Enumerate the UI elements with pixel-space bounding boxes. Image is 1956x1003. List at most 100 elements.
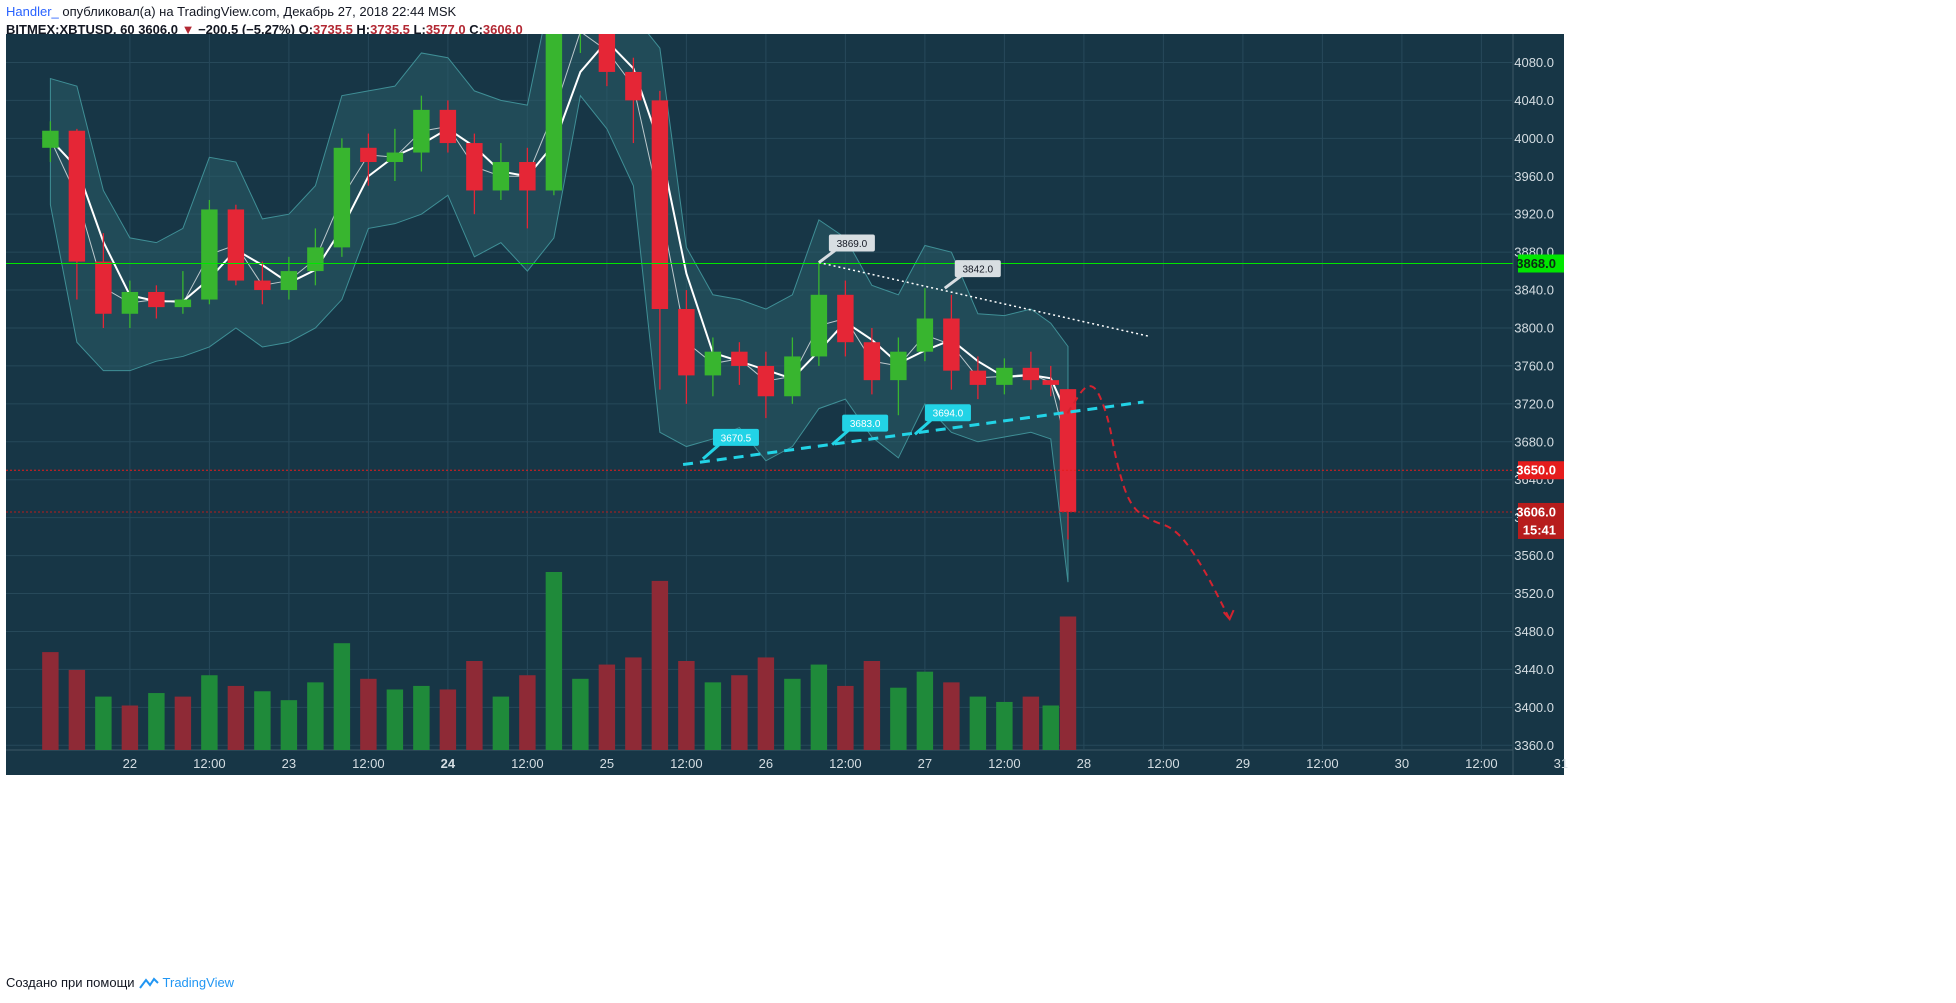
callout-label: 3694.0 [933,409,964,420]
low-value: 3577.0 [425,22,466,37]
price-change: −200.5 (−5.27%) [198,22,295,37]
price-axis-label: 3480.0 [1514,624,1554,639]
moving-average-line [49,39,1069,417]
volume-bar [757,657,775,750]
candle-body [174,299,192,308]
volume-bar [227,685,245,750]
volume-bar [280,700,298,750]
candle-body [466,143,483,191]
last-price: 3606.0 [138,22,178,37]
candle-body [969,370,987,385]
volume-bar [95,696,112,750]
price-axis-background [1513,34,1564,775]
callout-pointer [913,419,932,436]
price-axis-label: 3400.0 [1514,700,1554,715]
published-text: опубликовал(а) на TradingView.com, Декаб… [62,4,457,19]
volume-bar [784,678,801,750]
projection-path [1066,385,1231,620]
close-label: C: [469,22,483,37]
volume-bar [996,701,1013,750]
candle-body [492,162,510,191]
callout-box [712,428,759,446]
callout-box [924,404,971,422]
candle-body [95,261,112,314]
candle-body [1042,380,1059,385]
time-axis-label: 12:00 [352,756,385,771]
candle-body [360,147,377,163]
callout-label: 3670.5 [721,433,752,444]
price-axis-label: 3720.0 [1514,396,1554,411]
volume-bar [969,696,987,750]
candle-body [413,109,430,153]
author-link[interactable]: Handler_ [6,4,59,19]
price-axis-label: 4080.0 [1514,55,1554,70]
low-label: L: [413,22,426,37]
support-trend-line [682,400,1144,467]
callout-label: 3869.0 [837,239,868,250]
time-axis-label: 26 [759,756,773,771]
candle-body [545,34,563,191]
time-axis-label: 27 [918,756,932,771]
callout-pointer [701,443,720,460]
candle-body [625,71,642,101]
created-with-text: Создано при помощи [6,975,135,990]
open-value: 3735.5 [313,22,353,37]
callout-box [828,234,875,252]
volume-bar [519,675,536,750]
volume-bar [837,685,854,750]
volume-bar [545,572,563,750]
volume-bar [42,652,59,750]
candle-body [148,291,165,308]
time-axis-label: 12:00 [1465,756,1498,771]
chart-header: Handler_ опубликовал(а) на TradingView.c… [6,3,1946,43]
candle-body [757,365,775,397]
price-axis-label: 3440.0 [1514,662,1554,677]
projection-arrow-icon [1222,609,1235,621]
candle-body [307,247,324,272]
candle-body [678,309,695,376]
price-badge-label: 3650.0 [1516,463,1556,478]
callout-box [842,414,889,432]
volume-bar [625,657,642,750]
candle-body [68,130,86,262]
candle-body [784,356,801,397]
volume-bar [307,682,324,750]
price-badge [1518,254,1564,273]
volume-bar [360,678,377,750]
candle-body [704,351,722,376]
volume-bar [1059,616,1077,750]
time-axis-label: 24 [441,756,456,771]
tradingview-link[interactable]: TradingView [162,975,235,990]
time-axis-label: 29 [1236,756,1250,771]
volume-bar [810,664,828,750]
candle-body [254,280,271,291]
candle-body [280,271,298,291]
candle-body [651,100,669,310]
volume-bar [1042,705,1059,750]
price-axis-label: 3960.0 [1514,169,1554,184]
candle-body [996,367,1013,385]
candle-body [333,147,351,248]
resistance-trend-line [818,261,1151,338]
time-axis-label: 12:00 [1306,756,1339,771]
price-axis-label: 3520.0 [1514,586,1554,601]
callout-pointer [943,274,962,290]
high-value: 3735.5 [370,22,410,37]
candle-body [439,109,457,144]
time-axis-label: 28 [1077,756,1091,771]
countdown-label: 15:41 [1523,522,1556,537]
callout-box [954,260,1001,278]
symbol-name: BITMEX:XBTUSD, 60 [6,22,135,37]
open-label: O: [298,22,314,37]
time-axis-background [6,750,1513,775]
candle-body [519,162,536,191]
volume-bar [1022,696,1040,750]
close-value: 3606.0 [482,22,523,37]
volume-bar [254,691,271,750]
time-axis-label: 12:00 [193,756,226,771]
candle-body [598,34,616,72]
volume-bar [386,689,404,750]
time-axis-label: 23 [282,756,296,771]
volume-bar [174,696,192,750]
